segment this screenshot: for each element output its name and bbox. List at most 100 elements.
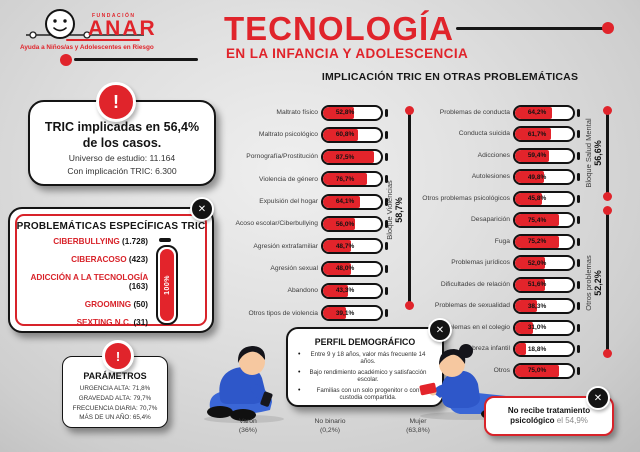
battery-terminal-icon — [577, 194, 580, 203]
battery-terminal-icon — [577, 237, 580, 246]
bar-value-label: 39,1% — [335, 309, 355, 317]
parameter-line: FRECUENCIA DIARIA: 70,7% — [72, 404, 158, 412]
battery-terminal-icon — [577, 216, 580, 224]
parameters-box: PARÁMETROS URGENCIA ALTA: 71,8% GRAVEDAD… — [62, 356, 168, 428]
deco-dot-right — [602, 22, 614, 34]
bar-row: Fuga 75,2% — [420, 233, 586, 250]
charts-section-title: IMPLICACIÓN TRIC EN OTRAS PROBLEMÁTICAS — [321, 71, 579, 83]
bar-fill — [515, 128, 551, 140]
no-treatment-text: No recibe tratamiento psicológico el 54,… — [507, 405, 591, 425]
bar-pill: 75,2% — [513, 233, 575, 250]
bracket-dot — [603, 349, 612, 358]
bar-category-label: Conducta suicida — [458, 130, 510, 138]
bar-category-label: Problemas en el colegio — [438, 323, 510, 331]
profile-bullet: Bajo rendimiento académico y satisfacció… — [298, 369, 432, 384]
parameters-title: PARÁMETROS — [83, 371, 147, 381]
bar-value-label: 76,7% — [335, 175, 355, 183]
bracket-dot — [603, 192, 612, 201]
list-item: CIBERACOSO (423) — [71, 254, 148, 264]
tric-summary-box: TRIC implicadas en 56,4% de los casos. U… — [28, 100, 216, 186]
bar-value-label: 51,6% — [527, 281, 547, 288]
bar-row: Pornografía/Prostitución 87,5% — [228, 149, 394, 166]
bar-fill — [515, 106, 553, 119]
bar-category-label: Agresión extrafamiliar — [253, 242, 318, 250]
bar-fill — [323, 262, 351, 275]
bar-fill — [323, 128, 359, 141]
bar-pill: 59,4% — [513, 147, 575, 164]
alert-exclamation-icon: ! — [102, 340, 134, 372]
bar-category-label: Pobreza infantil — [463, 345, 510, 353]
bar-row: Conducta suicida 61,7% — [420, 126, 586, 143]
bar-row: Maltrato físico 52,8% — [228, 104, 394, 121]
bar-category-label: Pornografía/Prostitución — [246, 153, 318, 161]
gender-label-male: Varón (36%) — [238, 418, 258, 434]
tric-implication: Con implicación TRIC: 6.300 — [67, 166, 177, 177]
bar-fill — [323, 240, 352, 253]
bar-category-label: Maltrato psicológico — [258, 131, 318, 139]
page-subtitle: EN LA INFANCIA Y ADOLESCENCIA — [226, 46, 469, 61]
bar-pill: 75,0% — [513, 362, 575, 379]
bar-row: Problemas de sexualidad 38,3% — [420, 298, 586, 315]
bar-value-label: 43,3% — [335, 287, 355, 295]
bar-value-label: 59,4% — [527, 152, 547, 159]
close-icon[interactable]: ✕ — [586, 386, 610, 410]
bar-category-label: Otros tipos de violencia — [248, 309, 318, 317]
bar-pill: 76,7% — [321, 171, 383, 188]
demographic-profile-box: PERFIL DEMOGRÁFICO Entre 9 y 18 años, va… — [286, 327, 444, 407]
bar-value-label: 52,0% — [527, 259, 547, 267]
close-icon[interactable]: ✕ — [190, 197, 214, 221]
bar-value-label: 61,7% — [527, 130, 547, 138]
battery-terminal-icon — [385, 264, 388, 273]
bar-pill: 49,8% — [513, 169, 575, 185]
violence-bar-chart: Maltrato físico 52,8% Maltrato psicológico… — [228, 104, 394, 349]
battery-terminal-icon — [385, 309, 388, 318]
tric-universe: Universo de estudio: 11.164 — [68, 153, 176, 164]
bar-pill: 75,4% — [513, 212, 575, 228]
bar-row: Otros tipos de violencia 39,1% — [228, 305, 394, 322]
bar-category-label: Problemas de sexualidad — [434, 302, 510, 310]
bar-fill — [515, 235, 559, 248]
bar-value-label: 75,0% — [527, 367, 547, 374]
bar-category-label: Adicciones — [477, 151, 510, 159]
battery-terminal-icon — [385, 175, 388, 184]
battery-terminal-icon — [385, 286, 388, 295]
anar-smiley-logo-icon — [26, 9, 144, 39]
bar-fill — [515, 149, 550, 162]
bar-category-label: Desaparición — [470, 216, 510, 224]
battery-terminal-icon — [577, 130, 580, 138]
bar-value-label: 49,8% — [527, 173, 547, 181]
bar-category-label: Acoso escolar/Ciberbullying — [235, 220, 318, 228]
list-item: ADICCIÓN A LA TECNOLOGÍA (163) — [30, 272, 149, 291]
bar-category-label: Dificultades de relación — [440, 280, 510, 288]
bar-value-label: 31,0% — [527, 324, 547, 331]
bar-category-label: Autolesiones — [471, 173, 510, 181]
bar-fill — [515, 192, 542, 205]
bar-row: Problemas jurídicos 52,0% — [420, 255, 586, 272]
deco-line-left — [74, 58, 198, 61]
bar-category-label: Violencia de género — [259, 175, 318, 183]
bracket-dot — [405, 301, 414, 310]
close-icon[interactable]: ✕ — [428, 318, 452, 342]
battery-terminal-icon — [577, 108, 580, 117]
bar-value-label: 48,7% — [335, 242, 355, 250]
battery-terminal-icon — [577, 345, 580, 353]
bar-row: Acoso escolar/Ciberbullying 56,0% — [228, 216, 394, 233]
bar-pill: 61,7% — [513, 126, 575, 142]
gauge-fill: 100% — [160, 249, 174, 321]
battery-terminal-icon — [577, 259, 580, 267]
bar-fill — [515, 343, 526, 355]
battery-terminal-icon — [577, 302, 580, 310]
bar-pill: 38,3% — [513, 298, 575, 314]
profile-bullet: Entre 9 y 18 años, valor más frecuente 1… — [298, 351, 432, 366]
bar-pill: 64,2% — [513, 104, 575, 121]
bar-category-label: Otros — [493, 366, 510, 374]
battery-terminal-icon — [385, 108, 388, 117]
bar-value-label: 64,2% — [527, 109, 547, 116]
bar-row: Problemas en el colegio 31,0% — [420, 319, 586, 336]
battery-terminal-icon — [577, 323, 580, 332]
bar-value-label: 75,4% — [527, 216, 547, 224]
bar-row: Violencia de género 76,7% — [228, 171, 394, 188]
battery-cap — [159, 238, 171, 242]
bar-value-label: 64,1% — [335, 198, 355, 206]
